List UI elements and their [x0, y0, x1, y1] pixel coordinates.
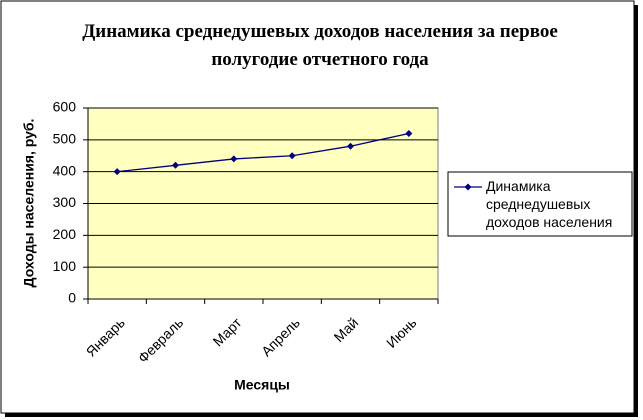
- point: [172, 161, 179, 169]
- point: [347, 142, 354, 150]
- legend-marker: [464, 183, 472, 191]
- y-tick-label: 0: [68, 290, 76, 306]
- x-axis-title: Месяцы: [234, 377, 290, 393]
- legend-label: Динамика среднедушевых доходов населения: [486, 178, 613, 230]
- y-tick-label: 500: [53, 131, 77, 147]
- series-line: [117, 132, 409, 173]
- y-tick-label: 100: [53, 258, 77, 274]
- y-tick-label: 300: [53, 194, 77, 210]
- point: [230, 155, 238, 163]
- legend-box: [447, 171, 633, 237]
- y-tick-label: 600: [53, 99, 77, 115]
- y-tick-label: 400: [53, 162, 77, 178]
- point: [405, 129, 413, 137]
- point: [288, 152, 296, 160]
- y-axis-title: Доходы населения, руб.: [21, 119, 37, 288]
- y-tick-label: 200: [53, 226, 77, 242]
- point: [113, 168, 121, 176]
- chart-title: Динамика среднедушевых доходов населения…: [82, 21, 558, 70]
